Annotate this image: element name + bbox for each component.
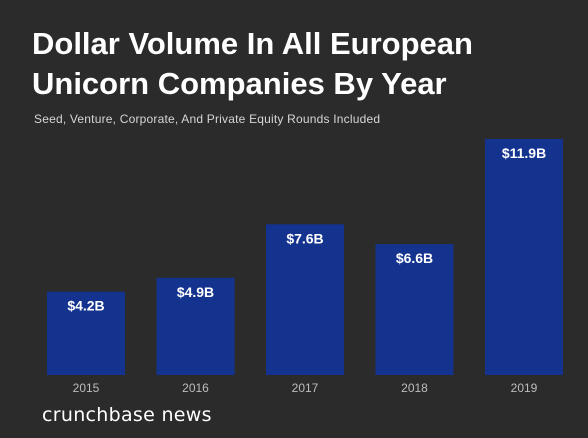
x-tick-label-2017: 2017 <box>292 381 319 395</box>
x-tick-label-2016: 2016 <box>182 381 209 395</box>
bar-value-label-2015: $4.2B <box>67 298 104 314</box>
chart-title: Dollar Volume In All European Unicorn Co… <box>32 26 473 101</box>
bar-2018 <box>375 244 454 375</box>
bar-value-label-2016: $4.9B <box>177 284 214 300</box>
bar-2016 <box>156 277 235 375</box>
x-tick-label-2018: 2018 <box>401 381 428 395</box>
bar-value-label-2019: $11.9B <box>502 145 546 161</box>
bar-2015 <box>47 291 125 375</box>
chart-subtitle: Seed, Venture, Corporate, And Private Eq… <box>34 112 381 126</box>
bar-value-label-2017: $7.6B <box>286 230 323 246</box>
bar-2017 <box>266 224 344 375</box>
x-tick-label-2019: 2019 <box>511 381 538 395</box>
bar-value-label-2018: $6.6B <box>396 250 433 266</box>
x-tick-label-2015: 2015 <box>73 381 100 395</box>
bar-2019 <box>485 139 563 375</box>
brand-logo-text: crunchbase news <box>42 404 212 426</box>
